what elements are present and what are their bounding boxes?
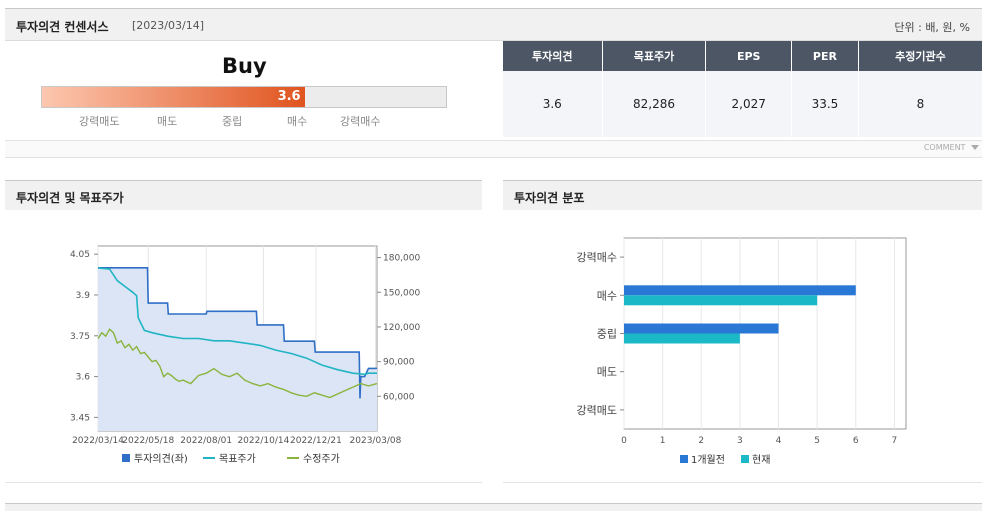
scale-label: 매도 [157, 115, 178, 128]
distribution-title: 투자의견 분포 [514, 191, 585, 205]
y-right-tick-label: 120,000 [383, 323, 420, 333]
x-tick-label: 2022/05/18 [122, 436, 174, 446]
th-eps: EPS [705, 41, 792, 71]
bar-x-tick-label: 7 [892, 436, 898, 446]
adjusted-price-line [97, 328, 378, 399]
y-right-tick-label: 150,000 [383, 288, 420, 298]
bar-current [624, 295, 818, 306]
bar-x-tick-label: 6 [853, 436, 859, 446]
bar-category-label: 매도 [597, 366, 617, 379]
legend-current-swatch [741, 455, 749, 463]
y-left-tick-label: 4.05 [70, 250, 90, 260]
scale-label: 강력매도 [79, 115, 120, 128]
td-eps: 2,027 [705, 71, 792, 137]
td-per: 33.5 [791, 71, 859, 137]
comment-strip [5, 140, 982, 158]
opinion-word: Buy [222, 54, 267, 78]
legend-target-label: 목표주가 [219, 453, 256, 465]
x-tick-label: 2022/10/14 [237, 436, 289, 446]
y-left-tick-label: 3.45 [70, 413, 90, 423]
bar-x-tick-label: 4 [776, 436, 782, 446]
chevron-down-icon [971, 145, 979, 150]
x-tick-label: 2022/08/01 [180, 436, 232, 446]
bar-x-tick-label: 5 [814, 436, 820, 446]
bar-x-tick-label: 0 [621, 436, 627, 446]
right-panel-bottom [503, 482, 982, 483]
th-per: PER [791, 41, 859, 71]
opinion-target-header: 투자의견 및 목표주가 [5, 180, 482, 210]
comment-toggle[interactable]: COMMENT [924, 143, 979, 152]
consensus-header: 투자의견 컨센서스 [2023/03/14] 단위 : 배, 원, % [5, 8, 982, 41]
legend-prev-month-label: 1개월전 [691, 454, 725, 466]
unit-label: 단위 : 배, 원, % [894, 21, 970, 34]
x-tick-label: 2022/12/21 [290, 436, 342, 446]
opinion-value: 3.6 [277, 89, 301, 104]
y-left-tick-label: 3.6 [76, 373, 91, 383]
left-panel-bottom [5, 482, 482, 483]
bar-prev-month [624, 285, 856, 296]
legend-price-label: 수정주가 [303, 453, 340, 465]
bar-current [624, 333, 740, 344]
scale-label: 중립 [222, 115, 243, 128]
opinion-gauge: 3.6 [41, 86, 447, 108]
bar-x-tick-label: 3 [737, 436, 743, 446]
bar-category-label: 강력매수 [577, 251, 617, 264]
legend-opinion-label: 투자의견(좌) [134, 453, 188, 465]
y-left-tick-label: 3.9 [76, 291, 91, 301]
x-tick-label: 2023/03/08 [350, 436, 402, 446]
bar-category-label: 매수 [597, 289, 617, 302]
legend-opinion-swatch [122, 454, 130, 462]
bar-category-label: 강력매도 [577, 404, 617, 417]
scale-label: 강력매수 [340, 115, 381, 128]
bar-prev-month [624, 323, 779, 334]
bar-x-tick-label: 2 [698, 436, 704, 446]
y-left-tick-label: 3.75 [70, 332, 90, 342]
y-right-tick-label: 180,000 [383, 254, 420, 264]
consensus-date: [2023/03/14] [132, 19, 204, 32]
comment-label: COMMENT [923, 143, 966, 152]
td-opinion: 3.6 [503, 71, 603, 137]
opinion-target-chart: 4.05 3.9 3.75 3.6 3.45 180,000 150,000 120,000 9… [70, 245, 420, 465]
y-right-tick-label: 60,000 [383, 392, 415, 402]
x-tick-label: 2022/03/14 [72, 436, 124, 446]
td-analyst-count: 8 [858, 71, 982, 137]
opinion-target-title: 투자의견 및 목표주가 [16, 191, 124, 205]
th-analyst-count: 추정기관수 [858, 41, 982, 71]
scale-label: 매수 [287, 115, 308, 128]
consensus-title: 투자의견 컨센서스 [16, 20, 109, 34]
bar-category-label: 중립 [597, 328, 617, 341]
bar-x-tick-label: 1 [660, 436, 666, 446]
opinion-gauge-fill: 3.6 [42, 87, 305, 107]
next-section-header [5, 503, 982, 511]
y-right-tick-label: 90,000 [383, 358, 415, 368]
target-price-line [97, 267, 377, 376]
consensus-table: 투자의견 목표주가 EPS PER 추정기관수 3.6 82,286 2,027… [503, 41, 982, 137]
legend-current-label: 현재 [752, 454, 770, 466]
legend-prev-month-swatch [680, 455, 688, 463]
td-target-price: 82,286 [602, 71, 707, 137]
th-target-price: 목표주가 [602, 41, 707, 71]
distribution-header: 투자의견 분포 [503, 180, 982, 210]
th-opinion: 투자의견 [503, 41, 603, 71]
opinion-line [98, 266, 377, 399]
